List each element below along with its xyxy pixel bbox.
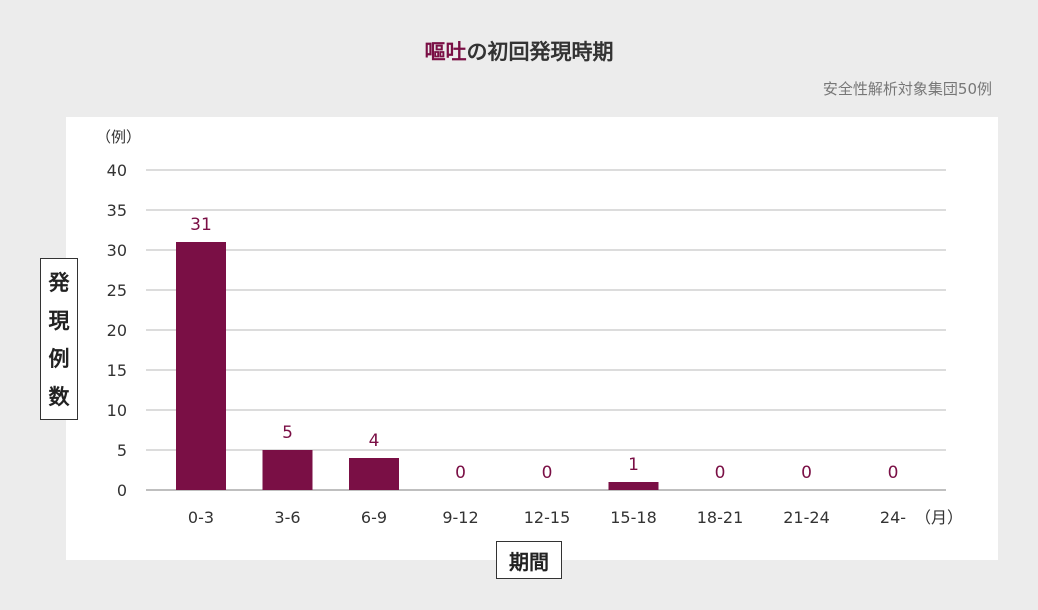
x-tick-label: 18-21 bbox=[697, 508, 744, 527]
chart-title: 嘔吐の初回発現時期 bbox=[0, 36, 1038, 66]
y-axis-label-char: 発 bbox=[48, 271, 70, 295]
x-axis-label-box: 期間 bbox=[496, 541, 562, 579]
y-axis-label-char: 現 bbox=[48, 309, 70, 333]
y-tick-label: 0 bbox=[117, 481, 127, 500]
y-axis-label-box: 発 現 例 数 bbox=[40, 258, 78, 420]
data-label: 5 bbox=[282, 423, 293, 443]
y-tick-label: 35 bbox=[107, 201, 127, 220]
x-tick-label: 3-6 bbox=[274, 508, 300, 527]
x-axis-label: 期間 bbox=[509, 549, 549, 574]
y-tick-label: 5 bbox=[117, 441, 127, 460]
x-tick-label: 15-18 bbox=[610, 508, 657, 527]
chart-subtitle: 安全性解析対象集団50例 bbox=[822, 80, 992, 98]
x-tick-label: 12-15 bbox=[524, 508, 571, 527]
chart-title-rest: の初回発現時期 bbox=[466, 40, 614, 64]
y-tick-label: 25 bbox=[107, 281, 127, 300]
y-tick-label: 10 bbox=[107, 401, 127, 420]
y-tick-label: 20 bbox=[107, 321, 127, 340]
data-label: 4 bbox=[369, 431, 380, 451]
data-label: 0 bbox=[888, 463, 899, 483]
y-tick-label: 40 bbox=[107, 161, 127, 180]
bar bbox=[608, 482, 659, 490]
bar bbox=[262, 450, 313, 490]
data-label: 0 bbox=[715, 463, 726, 483]
bar bbox=[176, 242, 226, 490]
bar-chart: 0510152025303540（例）310-353-646-909-12012… bbox=[96, 128, 963, 527]
y-tick-label: 15 bbox=[107, 361, 127, 380]
data-label: 1 bbox=[628, 455, 639, 475]
data-label: 0 bbox=[455, 463, 466, 483]
chart-title-accent: 嘔吐 bbox=[424, 40, 467, 64]
data-label: 0 bbox=[542, 463, 553, 483]
x-tick-label: 0-3 bbox=[188, 508, 214, 527]
y-axis-label-char: 例 bbox=[48, 347, 70, 371]
y-tick-label: 30 bbox=[107, 241, 127, 260]
data-label: 0 bbox=[801, 463, 812, 483]
chart-panel: 0 5 10 15 20 25 30 35 40 （例） 31 0-3 5 3-6 4 6-9 0 9-12 0 12… bbox=[66, 117, 998, 560]
x-tick-label: 21-24 bbox=[783, 508, 830, 527]
x-unit-label: （月） bbox=[915, 508, 963, 527]
y-axis-label-char: 数 bbox=[48, 385, 70, 409]
y-unit-label: （例） bbox=[96, 128, 141, 146]
bar bbox=[349, 458, 399, 490]
x-tick-label: 9-12 bbox=[442, 508, 478, 527]
data-label: 31 bbox=[190, 215, 212, 235]
x-tick-label: 6-9 bbox=[361, 508, 387, 527]
x-tick-label: 24- bbox=[880, 508, 906, 527]
